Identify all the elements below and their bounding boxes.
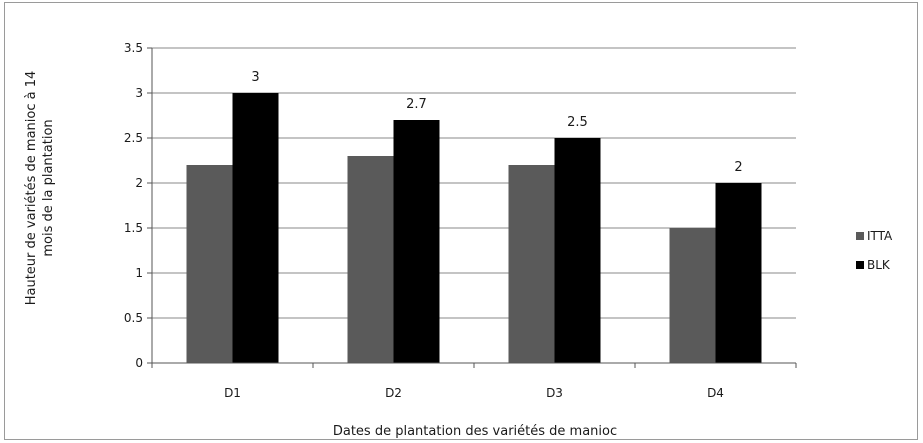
x-tick-label: D1 bbox=[224, 386, 241, 400]
x-tick-label: D3 bbox=[546, 386, 563, 400]
bar-blk-d1 bbox=[232, 93, 279, 363]
bar-itta-d4 bbox=[669, 228, 716, 363]
data-label: 2.7 bbox=[406, 97, 427, 112]
data-label: 2 bbox=[734, 160, 742, 175]
y-tick-label: 1 bbox=[135, 266, 143, 280]
y-tick-label: 0.5 bbox=[124, 311, 143, 325]
y-tick-label: 3 bbox=[135, 86, 143, 100]
y-tick-label: 2 bbox=[135, 176, 143, 190]
y-tick-label: 1.5 bbox=[124, 221, 143, 235]
legend-label-itta: ITTA bbox=[867, 229, 893, 243]
data-label: 2.5 bbox=[567, 115, 588, 130]
bar-itta-d1 bbox=[186, 165, 233, 363]
bar-blk-d3 bbox=[554, 138, 601, 363]
y-tick-label: 0 bbox=[135, 356, 143, 370]
x-tick-label: D2 bbox=[385, 386, 402, 400]
y-tick-label: 2.5 bbox=[124, 131, 143, 145]
legend-label-blk: BLK bbox=[867, 258, 891, 272]
labels: 0 0.5 1 1.5 2 2.5 3 3.5 D1 3 D2 2.7 D3 2.5 D4 2 bbox=[124, 41, 743, 400]
bar-blk-d4 bbox=[715, 183, 762, 363]
bar-chart: 0 0.5 1 1.5 2 2.5 3 3.5 D1 3 D2 2.7 D3 2.5 D4 2 Hauteur… bbox=[24, 41, 893, 439]
x-tick-label: D4 bbox=[707, 386, 724, 400]
data-label: 3 bbox=[251, 70, 259, 85]
y-axis-title-line-1: Hauteur de variétés de manioc à 14 bbox=[24, 71, 39, 306]
y-tick-label: 3.5 bbox=[124, 41, 143, 55]
legend: ITTA BLK bbox=[856, 229, 893, 272]
bar-itta-d2 bbox=[347, 156, 394, 363]
legend-swatch-blk bbox=[856, 261, 864, 269]
bar-itta-d3 bbox=[508, 165, 555, 363]
y-axis-title-line-2: mois de la plantation bbox=[41, 119, 56, 256]
bars bbox=[186, 93, 762, 363]
x-axis-title: Dates de plantation des variétés de mani… bbox=[333, 424, 617, 439]
bar-blk-d2 bbox=[393, 120, 440, 363]
chart-frame: 0 0.5 1 1.5 2 2.5 3 3.5 D1 3 D2 2.7 D3 2.5 D4 2 Hauteur… bbox=[4, 2, 918, 440]
axes bbox=[147, 47, 797, 368]
legend-swatch-itta bbox=[856, 232, 864, 240]
